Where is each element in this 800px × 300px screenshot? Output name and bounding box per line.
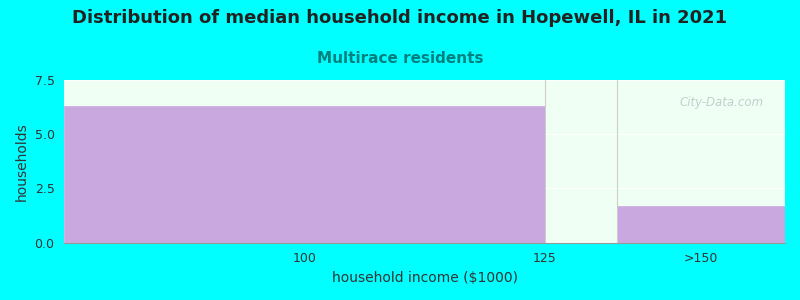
Text: Multirace residents: Multirace residents bbox=[317, 51, 483, 66]
Y-axis label: households: households bbox=[15, 122, 29, 201]
Bar bbox=[617, 206, 785, 243]
Text: City-Data.com: City-Data.com bbox=[679, 96, 763, 109]
X-axis label: household income ($1000): household income ($1000) bbox=[332, 271, 518, 285]
Text: Distribution of median household income in Hopewell, IL in 2021: Distribution of median household income … bbox=[73, 9, 727, 27]
Bar bbox=[64, 106, 545, 243]
